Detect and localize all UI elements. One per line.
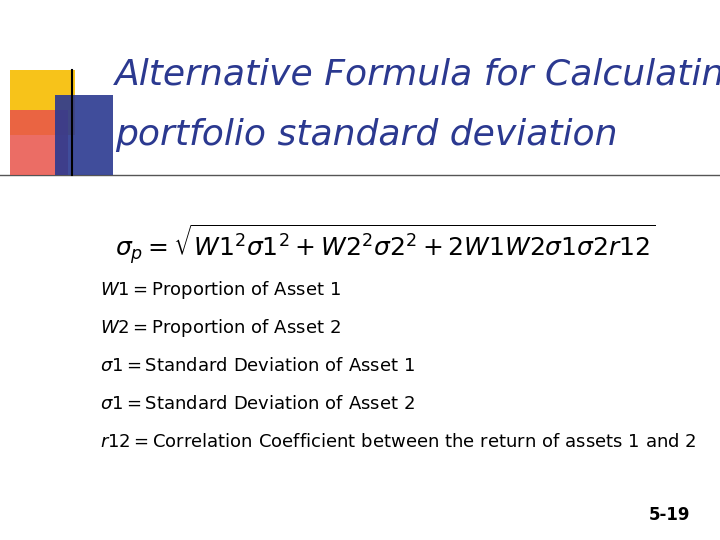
Bar [55, 95, 113, 175]
Text: $r12 = \mathrm{Correlation\ Coefficient\ between\ the\ return\ of\ assets\ 1\ an: $r12 = \mathrm{Correlation\ Coefficient\… [100, 433, 696, 451]
Text: portfolio standard deviation: portfolio standard deviation [115, 118, 618, 152]
Text: $\sigma1 = \mathrm{Standard\ Deviation\ of\ Asset\ 1}$: $\sigma1 = \mathrm{Standard\ Deviation\ … [100, 357, 415, 375]
Text: Alternative Formula for Calculating: Alternative Formula for Calculating [115, 58, 720, 92]
Text: $\sigma_p = \sqrt{W1^2\sigma1^2 + W2^2\sigma2^2 + 2W1W2\sigma1\sigma2r12}$: $\sigma_p = \sqrt{W1^2\sigma1^2 + W2^2\s… [115, 223, 656, 267]
Text: $W2 = \mathrm{Proportion\ of\ Asset\ 2}$: $W2 = \mathrm{Proportion\ of\ Asset\ 2}$ [100, 317, 341, 339]
Bar [10, 70, 75, 135]
Text: $\sigma1 = \mathrm{Standard\ Deviation\ of\ Asset\ 2}$: $\sigma1 = \mathrm{Standard\ Deviation\ … [100, 395, 415, 413]
Text: 5-19: 5-19 [649, 506, 690, 524]
Bar [10, 110, 68, 175]
Text: $W1 = \mathrm{Proportion\ of\ Asset\ 1}$: $W1 = \mathrm{Proportion\ of\ Asset\ 1}$ [100, 279, 341, 301]
